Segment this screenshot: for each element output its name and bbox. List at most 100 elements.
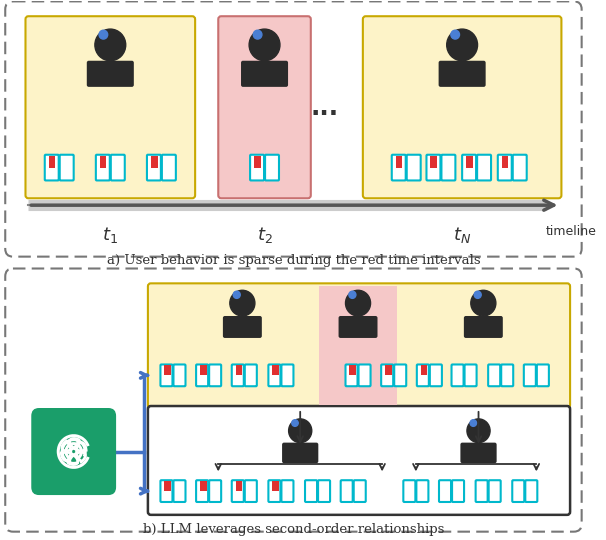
- FancyBboxPatch shape: [148, 406, 570, 515]
- Circle shape: [447, 29, 478, 60]
- FancyBboxPatch shape: [339, 316, 378, 338]
- FancyBboxPatch shape: [147, 155, 161, 180]
- FancyBboxPatch shape: [96, 155, 110, 180]
- FancyBboxPatch shape: [488, 364, 500, 386]
- FancyBboxPatch shape: [354, 480, 366, 502]
- Text: ...: ...: [310, 96, 338, 120]
- FancyBboxPatch shape: [231, 364, 244, 386]
- FancyBboxPatch shape: [345, 364, 358, 386]
- Bar: [396, 156, 402, 167]
- FancyBboxPatch shape: [282, 443, 318, 463]
- FancyBboxPatch shape: [501, 364, 513, 386]
- FancyBboxPatch shape: [281, 364, 293, 386]
- Text: b) LLM leverages second-order relationships: b) LLM leverages second-order relationsh…: [143, 523, 444, 536]
- Circle shape: [470, 420, 476, 427]
- Circle shape: [249, 29, 280, 60]
- Bar: [236, 481, 242, 491]
- FancyBboxPatch shape: [359, 364, 370, 386]
- FancyBboxPatch shape: [430, 364, 442, 386]
- FancyBboxPatch shape: [241, 60, 288, 87]
- Bar: [385, 366, 391, 375]
- FancyBboxPatch shape: [451, 364, 464, 386]
- Bar: [164, 481, 171, 491]
- FancyBboxPatch shape: [461, 443, 497, 463]
- FancyBboxPatch shape: [363, 16, 561, 198]
- Text: $t_2$: $t_2$: [256, 225, 273, 245]
- FancyBboxPatch shape: [268, 364, 281, 386]
- FancyBboxPatch shape: [45, 155, 59, 180]
- FancyBboxPatch shape: [196, 364, 208, 386]
- Circle shape: [288, 419, 311, 443]
- FancyBboxPatch shape: [218, 16, 311, 198]
- Bar: [319, 286, 396, 405]
- Bar: [100, 156, 107, 167]
- Bar: [349, 366, 356, 375]
- FancyBboxPatch shape: [513, 155, 527, 180]
- FancyBboxPatch shape: [231, 480, 244, 502]
- FancyBboxPatch shape: [417, 364, 429, 386]
- Bar: [272, 481, 279, 491]
- Circle shape: [467, 419, 490, 443]
- FancyBboxPatch shape: [265, 155, 279, 180]
- Bar: [502, 156, 508, 167]
- Bar: [200, 481, 207, 491]
- FancyBboxPatch shape: [196, 480, 208, 502]
- Bar: [48, 156, 55, 167]
- FancyBboxPatch shape: [452, 480, 464, 502]
- FancyBboxPatch shape: [209, 480, 221, 502]
- FancyBboxPatch shape: [537, 364, 549, 386]
- FancyBboxPatch shape: [25, 16, 195, 198]
- Bar: [200, 366, 207, 375]
- Bar: [466, 156, 473, 167]
- FancyBboxPatch shape: [245, 480, 257, 502]
- FancyBboxPatch shape: [404, 480, 415, 502]
- Bar: [421, 366, 427, 375]
- Bar: [151, 156, 158, 167]
- FancyBboxPatch shape: [87, 60, 134, 87]
- FancyBboxPatch shape: [32, 408, 116, 495]
- Text: timeline: timeline: [546, 225, 597, 238]
- FancyBboxPatch shape: [173, 480, 185, 502]
- FancyBboxPatch shape: [250, 155, 264, 180]
- FancyBboxPatch shape: [427, 155, 441, 180]
- Circle shape: [99, 30, 108, 39]
- Text: $t_N$: $t_N$: [453, 225, 471, 245]
- FancyBboxPatch shape: [407, 155, 421, 180]
- FancyBboxPatch shape: [465, 364, 476, 386]
- Circle shape: [349, 291, 356, 299]
- Circle shape: [230, 291, 255, 316]
- FancyBboxPatch shape: [161, 480, 173, 502]
- FancyBboxPatch shape: [416, 480, 428, 502]
- FancyBboxPatch shape: [439, 60, 485, 87]
- Circle shape: [233, 291, 240, 299]
- FancyBboxPatch shape: [488, 480, 501, 502]
- Circle shape: [474, 291, 481, 299]
- FancyBboxPatch shape: [111, 155, 125, 180]
- FancyBboxPatch shape: [318, 480, 330, 502]
- FancyBboxPatch shape: [223, 316, 262, 338]
- FancyBboxPatch shape: [524, 364, 536, 386]
- Circle shape: [95, 29, 125, 60]
- FancyBboxPatch shape: [441, 155, 455, 180]
- FancyBboxPatch shape: [391, 155, 406, 180]
- FancyBboxPatch shape: [464, 316, 503, 338]
- Circle shape: [471, 291, 496, 316]
- Bar: [254, 156, 261, 167]
- FancyBboxPatch shape: [439, 480, 451, 502]
- FancyBboxPatch shape: [60, 155, 74, 180]
- Circle shape: [345, 291, 370, 316]
- FancyBboxPatch shape: [462, 155, 476, 180]
- FancyBboxPatch shape: [161, 364, 173, 386]
- FancyBboxPatch shape: [381, 364, 393, 386]
- Circle shape: [253, 30, 262, 39]
- Circle shape: [451, 30, 459, 39]
- FancyBboxPatch shape: [209, 364, 221, 386]
- Bar: [430, 156, 437, 167]
- FancyBboxPatch shape: [525, 480, 538, 502]
- Circle shape: [291, 420, 298, 427]
- FancyBboxPatch shape: [476, 480, 488, 502]
- FancyBboxPatch shape: [512, 480, 524, 502]
- FancyBboxPatch shape: [173, 364, 185, 386]
- Text: $t_1$: $t_1$: [102, 225, 118, 245]
- FancyBboxPatch shape: [394, 364, 406, 386]
